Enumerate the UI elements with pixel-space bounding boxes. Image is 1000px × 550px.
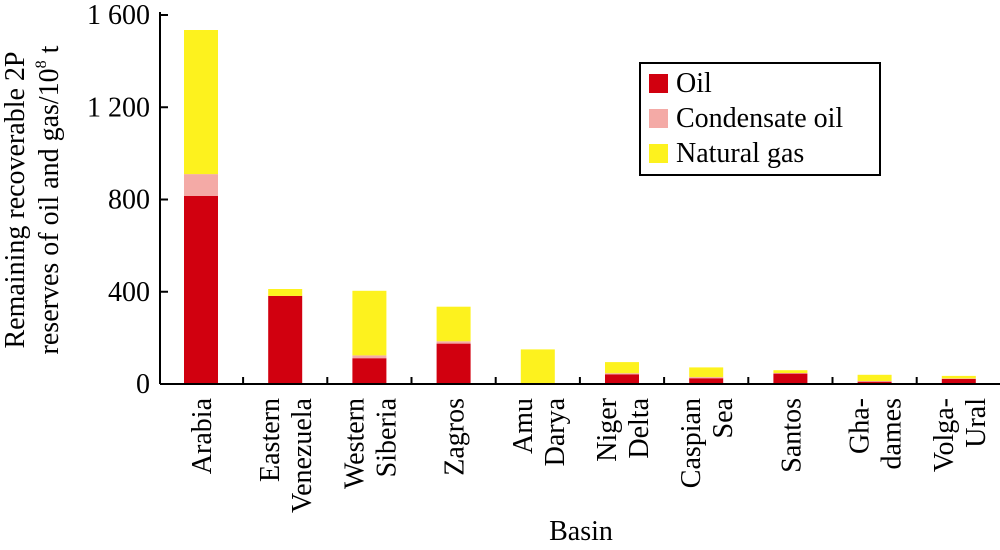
x-tick-label: Gha- — [845, 398, 876, 454]
bar-oil-8 — [857, 381, 892, 384]
y-axis-label-line2: reserves of oil and gas/108 t — [33, 45, 65, 354]
y-tick-label: 1 600 — [87, 0, 150, 31]
legend-label-condensate-oil: Condensate oil — [676, 103, 843, 134]
x-tick-label: Volga- — [929, 398, 960, 472]
legend-box — [639, 62, 881, 176]
bar-oil-6 — [689, 378, 724, 384]
x-tick-labels: Arabia Eastern Venezuela Western Siberia Zagr… — [187, 397, 992, 513]
legend: Oil Condensate oil Natural gas — [639, 62, 881, 176]
x-tick-label: Western — [339, 398, 370, 489]
x-tick-label: Santos — [776, 398, 807, 473]
legend-swatch-oil — [649, 74, 668, 93]
bar-oil-0 — [184, 196, 218, 384]
legend-swatch-natural-gas — [649, 144, 668, 163]
bar-oil-5 — [605, 374, 639, 384]
legend-label-oil: Oil — [676, 68, 712, 99]
bar-oil-3 — [436, 343, 471, 384]
bar-natural-gas-4 — [520, 349, 555, 384]
x-tick-label: Arabia — [187, 397, 218, 474]
x-tick-label: Niger — [592, 397, 623, 461]
y-tick-labels: 0 400 800 1 200 1 600 — [87, 0, 150, 400]
x-tick-label: dames — [877, 398, 908, 470]
bar-natural-gas-1 — [268, 289, 303, 296]
bar-condensate-oil-8 — [857, 381, 892, 382]
bar-natural-gas-3 — [436, 306, 471, 342]
x-tick-label: Caspian — [676, 398, 707, 488]
bar-condensate-oil-5 — [605, 373, 639, 375]
bar-condensate-oil-2 — [352, 355, 387, 359]
x-tick-label: Zagros — [440, 398, 471, 476]
bar-oil-7 — [773, 373, 808, 384]
x-tick-label: Delta — [624, 397, 655, 458]
y-tick-label: 0 — [136, 369, 150, 400]
y-axis-label-line1: Remaining recoverable 2P — [0, 51, 31, 348]
bar-condensate-oil-0 — [184, 174, 218, 196]
x-tick-label: Siberia — [371, 397, 402, 477]
x-tick-label: Eastern — [255, 398, 286, 482]
bar-natural-gas-9 — [941, 375, 976, 379]
bar-natural-gas-2 — [352, 290, 387, 356]
bar-natural-gas-7 — [773, 370, 808, 373]
legend-swatch-condensate-oil — [649, 109, 668, 128]
bar-natural-gas-8 — [857, 374, 892, 381]
bar-condensate-oil-7 — [773, 372, 808, 374]
bar-condensate-oil-3 — [436, 341, 471, 344]
y-tick-label: 1 200 — [87, 92, 150, 123]
bar-oil-2 — [352, 358, 387, 384]
bars-layer — [184, 30, 976, 384]
axes-layer — [159, 12, 1000, 385]
bar-natural-gas-0 — [184, 30, 218, 175]
y-tick-label: 400 — [108, 277, 150, 308]
bar-natural-gas-5 — [605, 362, 639, 374]
x-tick-label: Sea — [708, 397, 739, 438]
x-tick-label: Ural — [961, 398, 992, 448]
x-tick-label: Amu — [508, 398, 539, 454]
legend-label-natural-gas: Natural gas — [676, 138, 804, 169]
bar-condensate-oil-9 — [941, 378, 976, 379]
x-axis-label: Basin — [549, 516, 613, 547]
bar-oil-9 — [941, 378, 976, 384]
bar-condensate-oil-6 — [689, 377, 724, 379]
bar-natural-gas-6 — [689, 367, 724, 378]
x-tick-label: Darya — [540, 397, 571, 466]
y-tick-label: 800 — [108, 185, 150, 216]
x-tick-label: Venezuela — [287, 397, 318, 513]
bar-oil-1 — [268, 295, 303, 384]
y-axis-label: Remaining recoverable 2P reserves of oil… — [0, 45, 65, 354]
